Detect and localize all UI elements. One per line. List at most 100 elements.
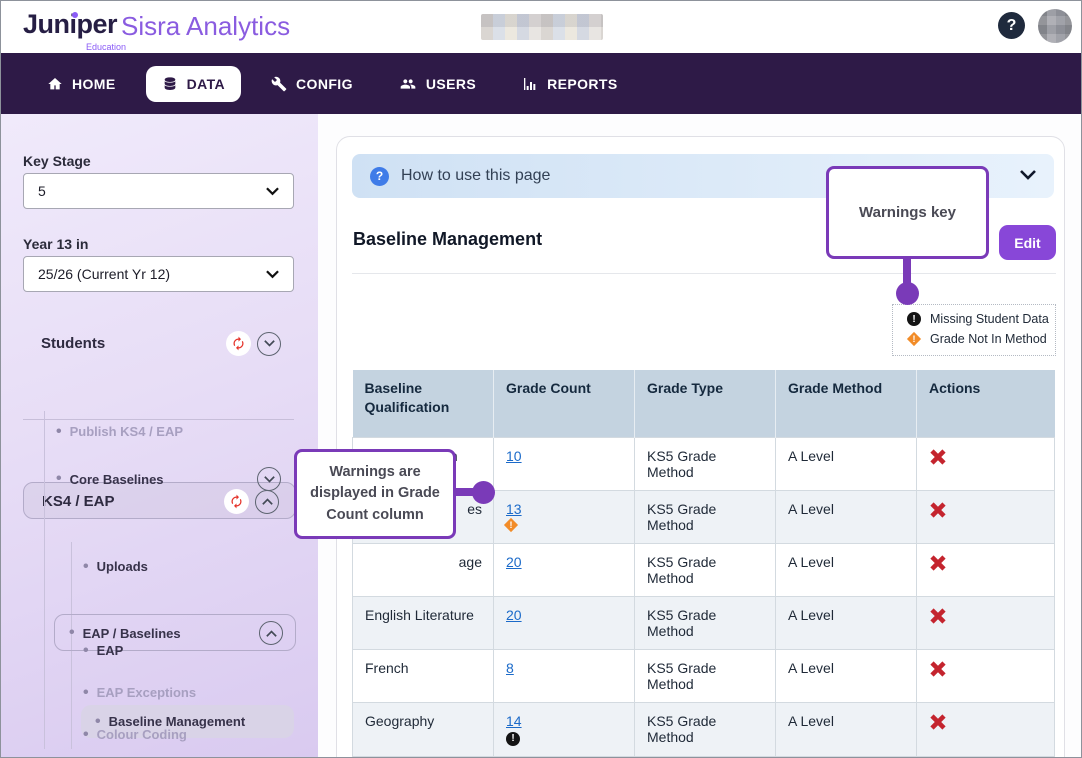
- table-row: es 13 ! KS5 Grade Method A Level: [352, 489, 1055, 544]
- column-header: Grade Method: [775, 370, 917, 438]
- sidebar: Key Stage 5 Year 13 in 25/26 (Current Yr…: [1, 114, 318, 757]
- legend-label: Grade Not In Method: [930, 332, 1047, 346]
- main-nav: HOME DATA CONFIG USERS REPORTS: [1, 53, 1081, 114]
- delete-icon[interactable]: [929, 554, 947, 572]
- juniper-logo[interactable]: Juniper Education: [23, 9, 126, 52]
- chevron-down-icon: [266, 266, 279, 282]
- table-row: Art and Design 10 KS5 Grade Method A Lev…: [352, 436, 1055, 491]
- nav-item-reports[interactable]: REPORTS: [506, 66, 633, 102]
- year-in-label: Year 13 in: [23, 236, 89, 252]
- sidebar-item-baseline-management[interactable]: • Baseline Management: [81, 705, 294, 738]
- chevron-up-icon[interactable]: [259, 621, 283, 645]
- key-stage-select[interactable]: 5: [23, 173, 294, 209]
- sidebar-item-uploads[interactable]: • Uploads: [83, 557, 148, 575]
- home-icon: [47, 76, 63, 92]
- top-header: Juniper Education Sisra Analytics ?: [1, 1, 1081, 53]
- nav-item-config[interactable]: CONFIG: [255, 66, 369, 102]
- table-row: English Literature 20 KS5 Grade Method A…: [352, 595, 1055, 650]
- callout-stem: [903, 257, 911, 284]
- nav-item-home[interactable]: HOME: [31, 66, 132, 102]
- sidebar-item-eap-exceptions[interactable]: • EAP Exceptions: [83, 683, 197, 701]
- chevron-down-icon[interactable]: [257, 467, 281, 491]
- delete-icon[interactable]: [929, 448, 947, 466]
- qualification-cell: Geography: [352, 701, 494, 757]
- delete-icon[interactable]: [929, 607, 947, 625]
- bullet-icon: •: [56, 470, 62, 487]
- product-title: Sisra Analytics: [121, 11, 291, 41]
- table-row: Geography 14 ! KS5 Grade Method A Level: [352, 701, 1055, 757]
- sidebar-item-ks4-eap[interactable]: KS4 / EAP: [23, 482, 296, 519]
- refresh-icon[interactable]: [226, 331, 251, 356]
- refresh-icon[interactable]: [224, 489, 249, 514]
- brand-i-dot: [72, 12, 78, 18]
- column-header: Actions: [916, 370, 1055, 438]
- qualification-cell: English Literature: [352, 595, 494, 650]
- table-row: French 8 KS5 Grade Method A Level: [352, 648, 1055, 703]
- column-header: Baseline Qualification: [352, 370, 494, 438]
- bar-chart-icon: [522, 76, 538, 92]
- wrench-icon: [271, 76, 287, 92]
- database-icon: [162, 76, 178, 92]
- sidebar-item-eap-baselines[interactable]: • EAP / Baselines: [54, 614, 296, 651]
- bullet-icon: •: [83, 683, 89, 701]
- tree-indent-guide: [71, 542, 72, 749]
- legend-label: Missing Student Data: [930, 312, 1049, 326]
- bullet-icon: •: [95, 712, 101, 730]
- callout-pointer-dot: [472, 481, 495, 504]
- chevron-down-icon[interactable]: [1020, 167, 1036, 185]
- delete-icon[interactable]: [929, 713, 947, 731]
- help-icon[interactable]: ?: [998, 12, 1025, 39]
- bullet-icon: •: [83, 641, 89, 659]
- column-header: Grade Count: [493, 370, 635, 438]
- sidebar-item-publish-ks4-eap[interactable]: • Publish KS4 / EAP: [56, 422, 184, 440]
- chevron-down-icon[interactable]: [257, 331, 281, 356]
- year-in-select[interactable]: 25/26 (Current Yr 12): [23, 256, 294, 292]
- nav-item-users[interactable]: USERS: [383, 66, 492, 102]
- chevron-up-icon[interactable]: [255, 489, 279, 514]
- sidebar-item-colour-coding[interactable]: • Colour Coding: [83, 725, 187, 743]
- grade-count-link[interactable]: 8: [506, 659, 514, 676]
- warnings-key-callout: Warnings key: [826, 166, 989, 259]
- grade-count-link[interactable]: 10: [506, 447, 522, 464]
- sidebar-item-eap[interactable]: • EAP: [83, 641, 124, 659]
- page-title: Baseline Management: [353, 229, 543, 249]
- delete-icon[interactable]: [929, 501, 947, 519]
- qualification-cell: French: [352, 648, 494, 703]
- nav-item-data[interactable]: DATA: [145, 65, 242, 102]
- grade-not-in-method-icon: !: [503, 517, 519, 532]
- sidebar-divider: [23, 419, 294, 420]
- tree-indent-guide: [44, 411, 45, 749]
- bullet-icon: •: [83, 725, 89, 743]
- bullet-icon: •: [83, 557, 89, 575]
- key-stage-label: Key Stage: [23, 153, 91, 169]
- grade-count-link[interactable]: 13: [506, 500, 522, 517]
- question-icon: ?: [370, 166, 389, 186]
- table-header-row: Baseline Qualification Grade Count Grade…: [352, 370, 1055, 438]
- column-header: Grade Type: [634, 370, 776, 438]
- divider: [352, 273, 1056, 274]
- grade-count-link[interactable]: 20: [506, 553, 522, 570]
- brand-subtitle: Education: [86, 42, 127, 52]
- user-avatar[interactable]: [1038, 9, 1072, 43]
- grade-count-link[interactable]: 14: [506, 712, 522, 729]
- bullet-icon: •: [56, 422, 62, 440]
- chevron-down-icon: [266, 183, 279, 199]
- missing-student-data-icon: !: [907, 312, 921, 326]
- callout-pointer-dot: [896, 282, 919, 305]
- baseline-table: Baseline Qualification Grade Count Grade…: [352, 370, 1055, 757]
- edit-button[interactable]: Edit: [999, 225, 1056, 260]
- users-icon: [399, 76, 417, 92]
- delete-icon[interactable]: [929, 660, 947, 678]
- callout-stem: [453, 488, 479, 496]
- bullet-icon: •: [69, 624, 75, 641]
- grade-not-in-method-icon: !: [906, 331, 922, 347]
- grade-count-link[interactable]: 20: [506, 606, 522, 623]
- sidebar-item-students[interactable]: Students: [41, 331, 281, 356]
- grade-count-warning-callout: Warnings are displayed in Grade Count co…: [294, 449, 456, 539]
- table-row: History 10 KS5 Grade Method A Level: [352, 755, 1055, 757]
- redacted-school-name: [481, 14, 603, 40]
- missing-student-data-icon: !: [506, 731, 520, 746]
- sidebar-item-core-baselines[interactable]: • Core Baselines: [56, 467, 281, 491]
- warnings-legend: ! Missing Student Data ! Grade Not In Me…: [892, 304, 1056, 356]
- qualification-cell: age: [352, 542, 494, 597]
